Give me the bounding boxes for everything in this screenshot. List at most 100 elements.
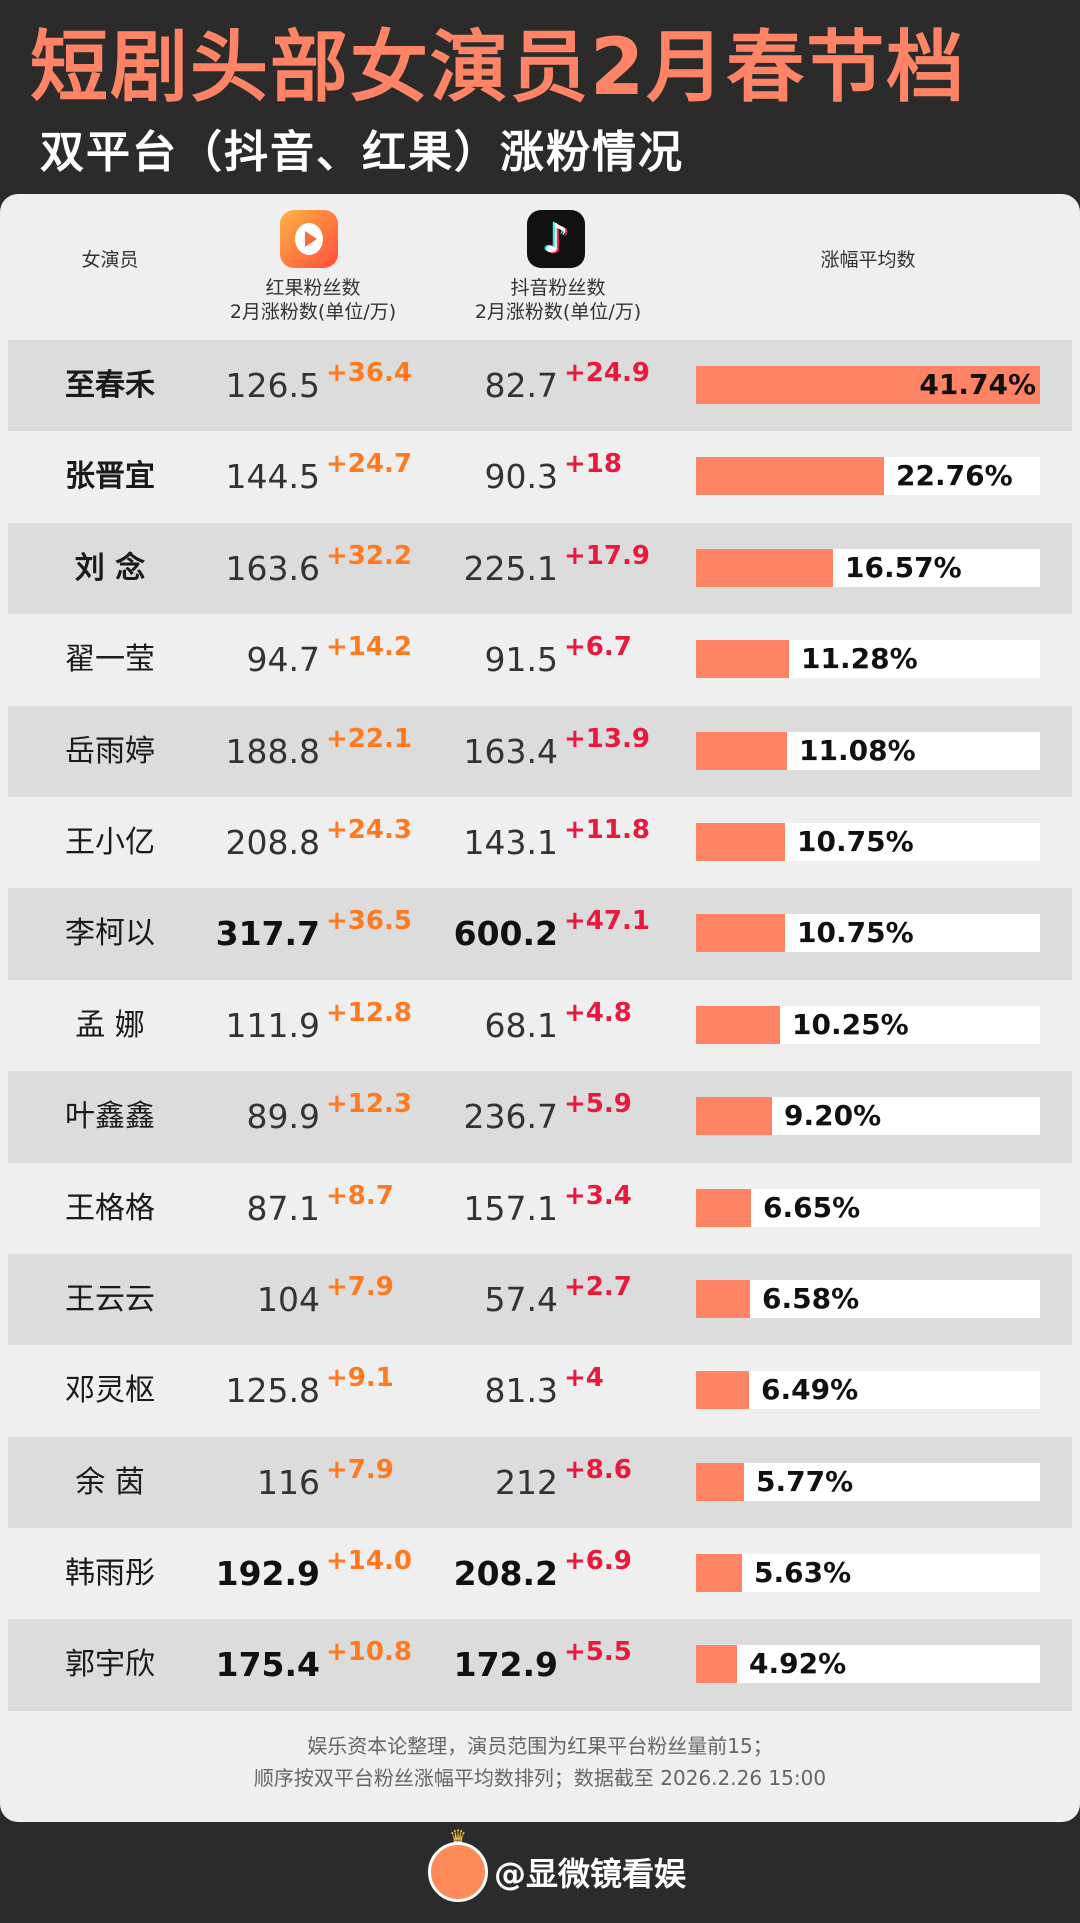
table-row: 翟一莹 94.7 +14.2 91.5 +6.7 11.28% — [0, 614, 1080, 705]
avg-bar-label: 6.49% — [761, 1373, 859, 1407]
avg-bar-track: 9.20% — [696, 1097, 1040, 1136]
hongguo-fans: 163.6 — [225, 548, 320, 588]
table-row: 岳雨婷 188.8 +22.1 163.4 +13.9 11.08% — [0, 705, 1080, 798]
hongguo-gain: +12.3 — [326, 1089, 412, 1120]
avg-bar-label: 22.76% — [896, 459, 1013, 493]
hongguo-fans: 94.7 — [246, 640, 320, 680]
hongguo-fans: 188.8 — [225, 731, 320, 771]
page-subtitle: 双平台（抖音、红果）涨粉情况 — [40, 127, 684, 178]
hongguo-gain: +32.2 — [326, 540, 412, 571]
avg-bar-label: 5.77% — [756, 1464, 854, 1498]
table-row: 李柯以 317.7 +36.5 600.2 +47.1 10.75% — [0, 888, 1080, 981]
avg-bar-label: 11.08% — [799, 733, 916, 767]
douyin-fans: 82.7 — [484, 366, 558, 405]
column-header-hongguo-title: 红果粉丝数 — [265, 277, 361, 299]
table-row: 余 茵 116 +7.9 212 +8.6 5.77% — [0, 1436, 1080, 1529]
avg-bar — [696, 1462, 744, 1501]
hongguo-gain: +24.7 — [326, 449, 412, 480]
table-row: 张晋宜 144.5 +24.7 90.3 +18 22.76% — [0, 431, 1080, 522]
hongguo-fans: 125.8 — [225, 1371, 320, 1411]
avg-bar-label: 10.75% — [797, 824, 914, 858]
hongguo-gain: +14.0 — [326, 1546, 412, 1577]
avg-bar-track: 5.77% — [696, 1462, 1040, 1501]
avg-bar — [696, 1554, 742, 1593]
hongguo-fans: 208.8 — [225, 822, 320, 862]
avg-bar-track: 4.92% — [696, 1645, 1040, 1684]
avg-bar — [696, 1371, 749, 1410]
hongguo-fans: 89.9 — [246, 1097, 320, 1137]
table-row: 郭宇欣 175.4 +10.8 172.9 +5.5 4.92% — [0, 1619, 1080, 1712]
douyin-gain: +5.9 — [564, 1089, 632, 1120]
avg-bar — [696, 548, 833, 587]
douyin-gain: +24.9 — [564, 358, 650, 388]
actress-name: 叶鑫鑫 — [65, 1099, 155, 1135]
footnote: 娱乐资本论整理，演员范围为红果平台粉丝量前15； 顺序按双平台粉丝涨幅平均数排列… — [0, 1730, 1080, 1794]
avg-bar-label: 10.75% — [797, 916, 914, 950]
avg-bar — [696, 1005, 780, 1044]
douyin-fans: 143.1 — [463, 822, 558, 862]
data-panel: 女演员 红果粉丝数 2月涨粉数(单位/万) ♪ 抖音粉丝数 2月涨粉数(单位/万… — [0, 194, 1080, 1822]
douyin-fans: 163.4 — [463, 731, 558, 771]
table-row: 王格格 87.1 +8.7 157.1 +3.4 6.65% — [0, 1163, 1080, 1254]
actress-name: 韩雨彤 — [65, 1556, 155, 1592]
hongguo-gain: +36.4 — [326, 358, 412, 388]
avg-bar — [696, 1188, 751, 1227]
actress-name: 孟 娜 — [75, 1007, 145, 1043]
avg-bar — [696, 640, 789, 679]
douyin-gain: +6.9 — [564, 1546, 632, 1577]
douyin-fans: 81.3 — [484, 1371, 558, 1411]
avg-bar — [696, 366, 1040, 404]
actress-name: 翟一莹 — [65, 642, 155, 678]
douyin-fans: 90.3 — [484, 457, 558, 497]
hongguo-gain: +12.8 — [326, 997, 412, 1028]
table-row: 王小亿 208.8 +24.3 143.1 +11.8 10.75% — [0, 797, 1080, 888]
hongguo-gain: +36.5 — [326, 906, 412, 937]
column-header-douyin: 抖音粉丝数 2月涨粉数(单位/万) — [438, 276, 678, 324]
avg-bar-label: 41.74% — [919, 368, 1036, 401]
douyin-fans: 212 — [495, 1462, 558, 1502]
douyin-gain: +8.6 — [564, 1454, 632, 1485]
watermark-text: @显微镜看娱 — [494, 1855, 687, 1893]
hongguo-gain: +22.1 — [326, 723, 412, 754]
table-row: 韩雨彤 192.9 +14.0 208.2 +6.9 5.63% — [0, 1528, 1080, 1619]
actress-name: 余 茵 — [75, 1464, 145, 1500]
douyin-gain: +2.7 — [564, 1271, 632, 1302]
hongguo-fans: 104 — [257, 1279, 320, 1319]
douyin-fans: 208.2 — [453, 1554, 558, 1594]
douyin-fans: 57.4 — [484, 1279, 558, 1319]
column-header-douyin-sub: 2月涨粉数(单位/万) — [474, 301, 642, 323]
actress-name: 王云云 — [65, 1281, 155, 1317]
avg-bar-label: 4.92% — [749, 1647, 847, 1681]
actress-name: 张晋宜 — [65, 459, 155, 495]
douyin-fans: 225.1 — [463, 548, 558, 588]
mascot-logo-icon — [428, 1842, 488, 1902]
avg-bar-track: 10.25% — [696, 1005, 1040, 1044]
avg-bar — [696, 914, 785, 953]
avg-bar-track: 22.76% — [696, 457, 1040, 496]
avg-bar-track: 10.75% — [696, 914, 1040, 953]
hongguo-gain: +7.9 — [326, 1271, 394, 1302]
hongguo-fans: 192.9 — [215, 1554, 320, 1594]
douyin-gain: +13.9 — [564, 723, 650, 754]
avg-bar-track: 5.63% — [696, 1554, 1040, 1593]
douyin-fans: 236.7 — [463, 1097, 558, 1137]
hongguo-fans: 116 — [257, 1462, 320, 1502]
avg-bar-track: 41.74% — [696, 366, 1040, 404]
avg-bar — [696, 731, 787, 770]
hongguo-gain: +9.1 — [326, 1363, 394, 1394]
table-row: 孟 娜 111.9 +12.8 68.1 +4.8 10.25% — [0, 980, 1080, 1071]
avg-bar-label: 16.57% — [845, 550, 962, 584]
douyin-fans: 157.1 — [463, 1188, 558, 1228]
column-header-hongguo-sub: 2月涨粉数(单位/万) — [229, 301, 397, 323]
avg-bar-label: 9.20% — [784, 1099, 882, 1133]
avg-bar — [696, 822, 785, 861]
table-row: 王云云 104 +7.9 57.4 +2.7 6.58% — [0, 1253, 1080, 1346]
actress-name: 王小亿 — [65, 824, 155, 860]
avg-bar — [696, 457, 884, 496]
douyin-gain: +4.8 — [564, 997, 632, 1028]
douyin-gain: +3.4 — [564, 1180, 632, 1211]
douyin-fans: 91.5 — [484, 640, 558, 680]
douyin-gain: +17.9 — [564, 540, 650, 571]
avg-bar — [696, 1279, 750, 1318]
actress-name: 至春禾 — [65, 368, 155, 403]
